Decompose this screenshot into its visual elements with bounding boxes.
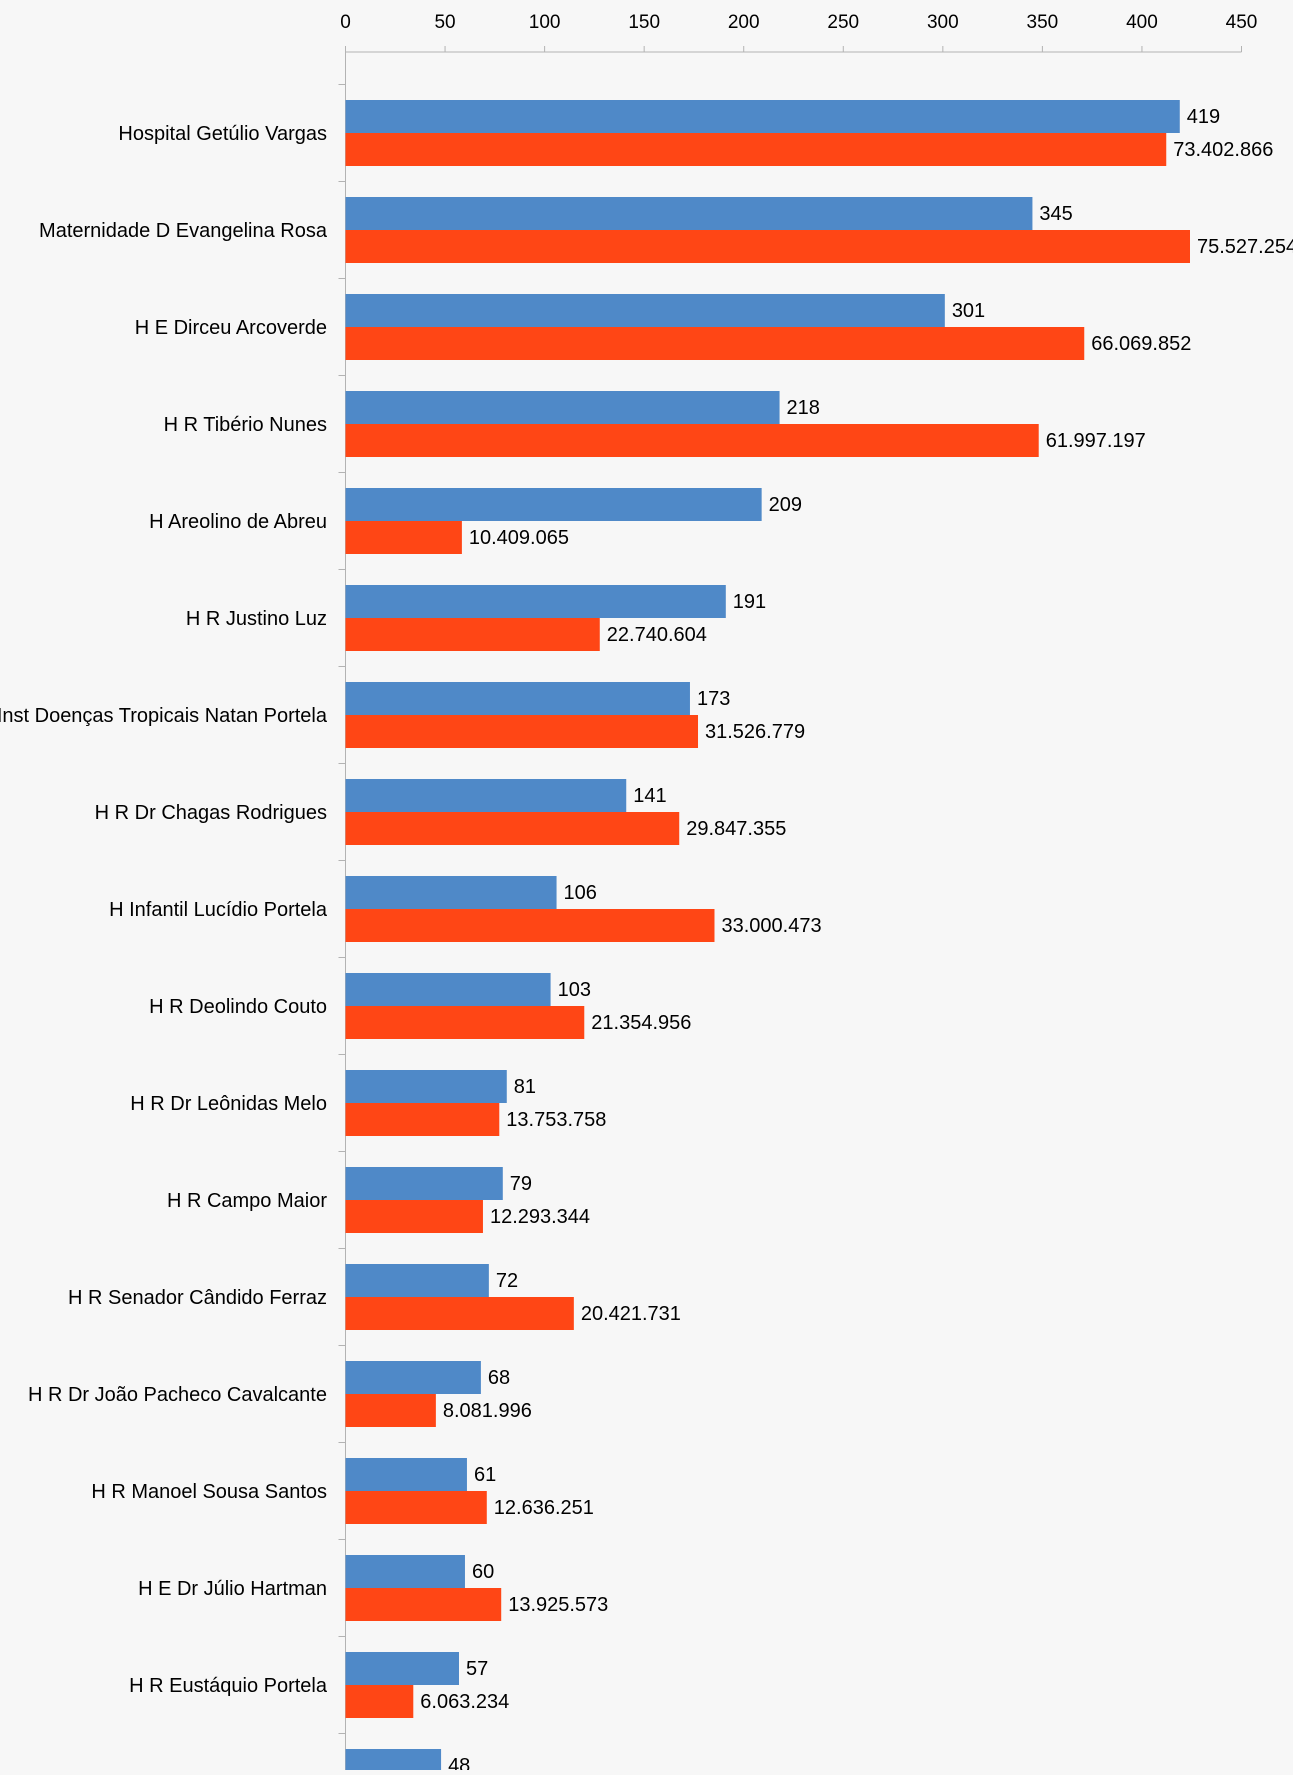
bar-series-2 [345, 1394, 436, 1427]
bar-series-2 [345, 327, 1085, 360]
bar-series-1 [345, 1652, 459, 1685]
data-label-series-1: 209 [769, 494, 802, 516]
x-tick-label: 350 [1027, 12, 1059, 33]
data-label-series-2: 66.069.852 [1091, 333, 1191, 355]
x-tick-label: 450 [1226, 12, 1258, 33]
data-label-series-1: 419 [1187, 106, 1220, 128]
data-label-series-2: 31.526.779 [705, 721, 805, 743]
bar-series-2 [345, 715, 699, 748]
bar-series-1 [345, 876, 557, 909]
data-label-series-2: 12.636.251 [494, 1497, 594, 1519]
bar-series-2 [345, 1491, 487, 1524]
bar-series-1 [345, 1070, 507, 1103]
data-label-series-2: 21.354.956 [591, 1012, 691, 1034]
bar-series-2 [345, 1685, 414, 1718]
bar-series-1 [345, 100, 1180, 133]
category-label: H R Dr Chagas Rodrigues [95, 802, 327, 824]
category-label: H R Campo Maior [167, 1190, 327, 1212]
data-label-series-1: 173 [697, 688, 730, 710]
x-tick-label: 200 [728, 12, 760, 33]
bar-series-1 [345, 391, 780, 424]
category-label: Inst Doenças Tropicais Natan Portela [0, 705, 328, 727]
bar-series-1 [345, 1749, 442, 1775]
x-tick-label: 300 [927, 12, 959, 33]
x-tick-label: 0 [340, 12, 351, 33]
bar-series-2 [345, 812, 680, 845]
category-label: H R Senador Cândido Ferraz [68, 1287, 327, 1309]
bar-series-1 [345, 1555, 465, 1588]
data-label-series-2: 8.081.996 [443, 1400, 532, 1422]
bar-series-1 [345, 197, 1033, 230]
data-label-series-1: 48 [448, 1755, 470, 1770]
bar-series-2 [345, 909, 715, 942]
category-label: H E Dirceu Arcoverde [135, 317, 327, 339]
category-label: H Areolino de Abreu [149, 511, 327, 533]
bar-series-1 [345, 1361, 481, 1394]
bar-series-2 [345, 1006, 585, 1039]
data-label-series-1: 301 [952, 300, 985, 322]
bar-series-2 [345, 1297, 574, 1330]
data-label-series-2: 12.293.344 [490, 1206, 590, 1228]
category-label: H R Dr João Pacheco Cavalcante [28, 1384, 327, 1406]
bar-series-1 [345, 1458, 467, 1491]
data-label-series-2: 75.527.254 [1197, 236, 1293, 258]
category-label: H Infantil Lucídio Portela [109, 899, 328, 921]
data-label-series-2: 61.997.197 [1046, 430, 1146, 452]
data-label-series-1: 106 [564, 882, 597, 904]
category-label: H R Manoel Sousa Santos [91, 1481, 327, 1503]
bar-series-2 [345, 1588, 502, 1621]
x-tick-label: 50 [434, 12, 455, 33]
bar-series-1 [345, 682, 690, 715]
category-label: Hospital Getúlio Vargas [118, 123, 327, 145]
data-label-series-2: 13.753.758 [506, 1109, 606, 1131]
data-label-series-2: 20.421.731 [581, 1303, 681, 1325]
category-label: H R Tibério Nunes [164, 414, 327, 436]
data-label-series-2: 73.402.866 [1173, 139, 1273, 161]
category-label: H R Deolindo Couto [149, 996, 327, 1018]
data-label-series-1: 81 [514, 1076, 536, 1098]
data-label-series-2: 10.409.065 [469, 527, 569, 549]
x-tick-label: 150 [628, 12, 660, 33]
bar-series-1 [345, 1167, 503, 1200]
data-label-series-2: 33.000.473 [721, 915, 821, 937]
bar-series-2 [345, 424, 1039, 457]
bar-series-1 [345, 585, 726, 618]
bar-series-2 [345, 521, 462, 554]
data-label-series-2: 22.740.604 [607, 624, 707, 646]
data-label-series-1: 61 [474, 1464, 496, 1486]
bar-series-1 [345, 1264, 489, 1297]
category-label: H R Justino Luz [186, 608, 327, 630]
data-label-series-1: 191 [733, 591, 766, 613]
bar-series-2 [345, 133, 1167, 166]
data-label-series-1: 141 [633, 785, 666, 807]
bar-series-1 [345, 488, 762, 521]
data-label-series-1: 218 [787, 397, 820, 419]
category-label: H R Dr Leônidas Melo [130, 1093, 327, 1115]
bar-series-1 [345, 779, 627, 812]
data-label-series-2: 6.063.234 [420, 1691, 509, 1713]
bar-series-2 [345, 1103, 500, 1136]
data-label-series-1: 103 [558, 979, 591, 1001]
category-label: H R Eustáquio Portela [129, 1675, 328, 1697]
data-label-series-1: 60 [472, 1561, 494, 1583]
bar-series-1 [345, 294, 945, 327]
x-tick-label: 400 [1126, 12, 1158, 33]
x-tick-label: 250 [827, 12, 859, 33]
data-label-series-1: 345 [1039, 203, 1072, 225]
bar-series-2 [345, 1200, 483, 1233]
data-label-series-1: 57 [466, 1658, 488, 1680]
bar-series-1 [345, 973, 551, 1006]
category-label: H E Dr Júlio Hartman [138, 1578, 327, 1600]
data-label-series-2: 29.847.355 [686, 818, 786, 840]
data-label-series-1: 79 [510, 1173, 532, 1195]
x-tick-label: 100 [529, 12, 561, 33]
category-label: Maternidade D Evangelina Rosa [39, 220, 328, 242]
data-label-series-1: 72 [496, 1270, 518, 1292]
bar-series-2 [345, 230, 1190, 263]
data-label-series-1: 68 [488, 1367, 510, 1389]
bar-series-2 [345, 618, 600, 651]
data-label-series-2: 13.925.573 [508, 1594, 608, 1616]
